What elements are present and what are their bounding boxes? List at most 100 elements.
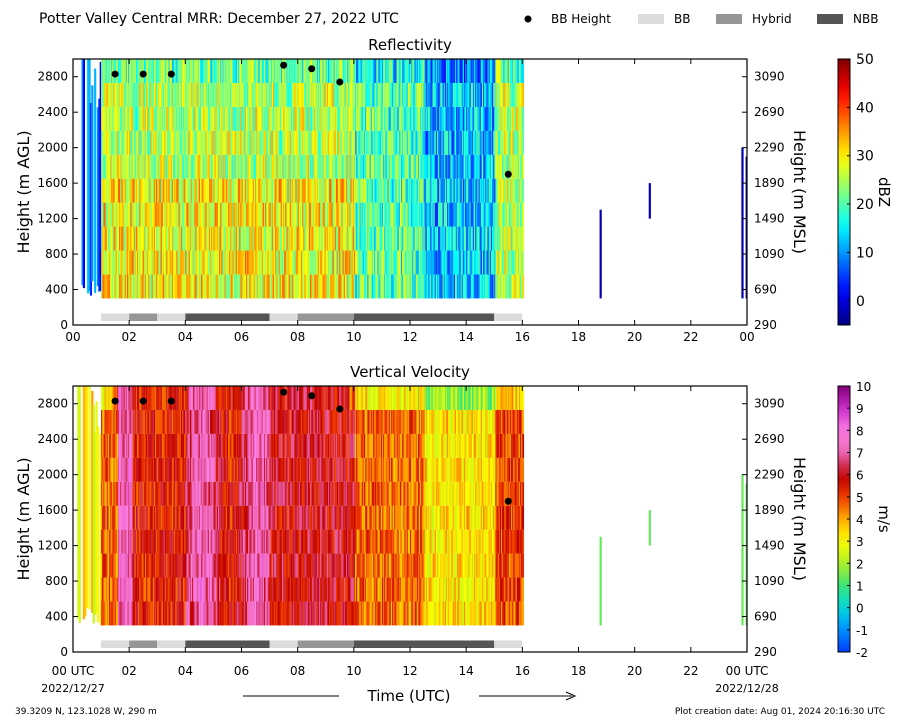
heatmap-cell (326, 106, 329, 131)
heatmap-cell (496, 154, 499, 179)
heatmap-cell (285, 130, 288, 155)
heatmap-cell (116, 529, 119, 554)
heatmap-cell (162, 601, 165, 626)
heatmap-cell (205, 457, 208, 482)
heatmap-cell (221, 529, 224, 554)
heatmap-cell (225, 178, 228, 203)
heatmap-cell (250, 202, 253, 227)
heatmap-cell (485, 106, 487, 131)
heatmap-cell (444, 154, 447, 179)
heatmap-cell (386, 130, 389, 155)
heatmap-cell (466, 226, 468, 251)
heatmap-cell (324, 202, 327, 227)
heatmap-cell (427, 82, 430, 107)
heatmap-cell (110, 226, 112, 251)
heatmap-cell (199, 505, 202, 530)
heatmap-cell (471, 226, 474, 251)
heatmap-cell (347, 250, 349, 275)
heatmap-cell (134, 577, 137, 602)
heatmap-cell (217, 178, 220, 203)
heatmap-cell (498, 250, 501, 275)
heatmap-cell (217, 130, 220, 155)
heatmap-cell (123, 505, 126, 530)
heatmap-cell (349, 250, 352, 275)
heatmap-cell (172, 601, 175, 626)
heatmap-cell (415, 82, 418, 107)
heatmap-cell (256, 82, 258, 107)
heatmap-cell (404, 130, 407, 155)
heatmap-cell (208, 505, 211, 530)
y-right-tick-label: 690 (754, 283, 777, 297)
heatmap-cell (103, 226, 106, 251)
heatmap-cell (372, 250, 375, 275)
heatmap-cell (383, 130, 385, 155)
heatmap-cell (259, 250, 262, 275)
heatmap-cell (222, 59, 225, 83)
heatmap-cell (295, 178, 298, 203)
heatmap-cell (478, 106, 481, 131)
heatmap-cell (352, 178, 355, 203)
heatmap-cell (421, 82, 423, 107)
heatmap-cell (251, 226, 254, 251)
heatmap-cell (210, 457, 212, 482)
heatmap-cell (112, 154, 115, 179)
heatmap-cell (188, 386, 191, 410)
heatmap-cell (254, 250, 257, 275)
heatmap-cell (198, 457, 201, 482)
heatmap-cell (211, 409, 213, 434)
heatmap-cell (148, 577, 150, 602)
heatmap-cell (351, 59, 354, 83)
heatmap-cell (424, 178, 427, 203)
heatmap-cell (515, 226, 518, 251)
heatmap-cell (479, 226, 482, 251)
heatmap-cell (116, 553, 119, 578)
heatmap-cell (177, 106, 180, 131)
heatmap-cell (320, 154, 322, 179)
heatmap-cell (266, 130, 268, 155)
heatmap-cell (353, 274, 356, 299)
heatmap-cell (498, 106, 501, 131)
heatmap-cell (439, 274, 441, 299)
heatmap-cell (512, 106, 514, 131)
heatmap-cell (188, 553, 191, 578)
heatmap-cell (433, 274, 436, 299)
heatmap-cell (131, 154, 134, 179)
heatmap-cell (175, 59, 177, 83)
heatmap-cell (135, 577, 138, 602)
heatmap-cell (171, 82, 174, 107)
heatmap-cell (149, 577, 152, 602)
heatmap-cell (120, 154, 122, 179)
heatmap-cell (187, 274, 190, 299)
heatmap-cell (115, 226, 118, 251)
heatmap-cell (271, 106, 274, 131)
heatmap-cell (101, 130, 103, 155)
heatmap-cell (114, 226, 117, 251)
heatmap-cell (229, 178, 231, 203)
heatmap-cell (265, 130, 267, 155)
heatmap-cell (148, 505, 150, 530)
heatmap-cell (161, 106, 164, 131)
heatmap-cell (466, 106, 468, 131)
heatmap-cell (249, 82, 252, 107)
heatmap-cell (484, 226, 486, 251)
heatmap-cell (119, 82, 121, 107)
heatmap-cell (131, 178, 134, 203)
heatmap-cell (128, 178, 130, 203)
heatmap-cell (331, 250, 334, 275)
heatmap-cell (104, 82, 107, 107)
heatmap-cell (394, 226, 396, 251)
heatmap-cell (161, 59, 164, 83)
heatmap-cell (345, 274, 348, 299)
heatmap-cell (240, 250, 243, 275)
heatmap-cell (358, 82, 361, 107)
heatmap-cell (114, 409, 117, 434)
heatmap-cell (133, 457, 136, 482)
heatmap-cell (314, 82, 317, 107)
heatmap-cell (398, 154, 401, 179)
heatmap-cell (405, 250, 408, 275)
heatmap-cell (226, 178, 229, 203)
heatmap-cell (138, 433, 140, 458)
heatmap-cell (129, 106, 131, 131)
heatmap-cell (206, 82, 209, 107)
heatmap-cell (410, 59, 412, 83)
